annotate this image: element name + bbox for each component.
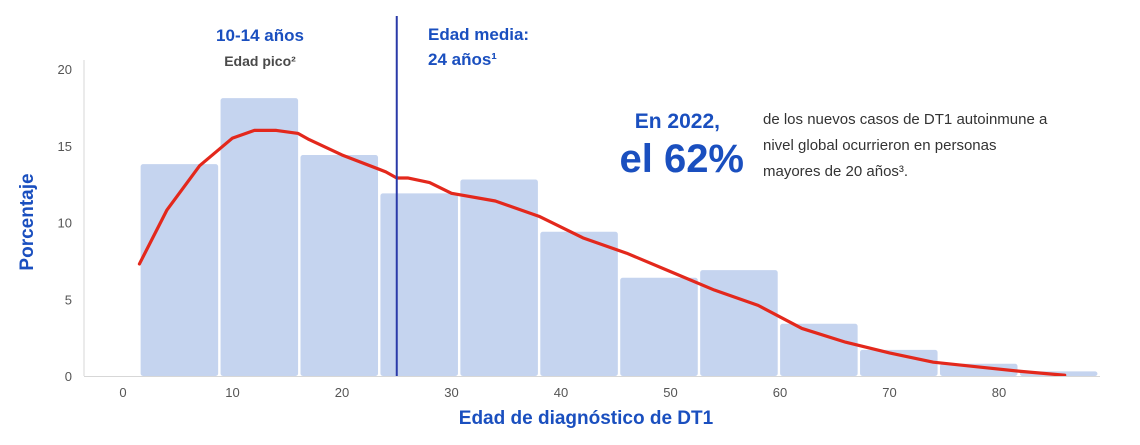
histogram-bar-7 — [620, 277, 698, 376]
histogram-bar-8 — [700, 270, 778, 376]
statement-percent: el 62% — [619, 137, 744, 181]
x-tick-label: 70 — [882, 385, 896, 400]
peak-age-label: Edad pico² — [224, 53, 296, 69]
y-tick-label: 15 — [58, 139, 72, 154]
x-tick-label: 20 — [335, 385, 349, 400]
statement-line-1: de los nuevos casos de DT1 autoinmune a — [763, 111, 1048, 128]
peak-age-range: 10-14 años — [216, 26, 304, 45]
x-tick-label: 50 — [663, 385, 677, 400]
statement-line-2: nivel global ocurrieron en personas — [763, 137, 996, 154]
histogram-bar-2 — [220, 98, 299, 376]
x-tick-label: 60 — [773, 385, 787, 400]
y-tick-label: 10 — [58, 216, 72, 231]
histogram-bar-9 — [780, 323, 858, 376]
histogram-bar-1 — [140, 164, 219, 376]
x-tick-label: 0 — [119, 385, 126, 400]
histogram-bar-4 — [380, 193, 458, 376]
x-tick-label: 40 — [554, 385, 568, 400]
x-axis-ticks: 0 10 20 30 40 50 60 70 80 — [119, 385, 1006, 400]
x-tick-label: 30 — [444, 385, 458, 400]
distribution-curve — [137, 128, 1067, 377]
histogram-bar-11 — [939, 363, 1018, 376]
y-tick-label: 20 — [58, 62, 72, 77]
histogram-bar-5 — [460, 179, 538, 376]
x-axis-title: Edad de diagnóstico de DT1 — [459, 408, 714, 429]
x-tick-label: 10 — [225, 385, 239, 400]
statement-line-3: mayores de 20 años³. — [763, 163, 908, 180]
statement-year: En 2022, — [635, 110, 720, 133]
y-tick-label: 5 — [65, 292, 72, 307]
mean-age-value: 24 años¹ — [428, 50, 497, 69]
x-tick-label: 80 — [992, 385, 1006, 400]
y-tick-label: 0 — [65, 369, 72, 384]
histogram-bars — [140, 98, 1098, 376]
histogram-bar-6 — [540, 231, 618, 376]
mean-age-title: Edad media: — [428, 25, 529, 44]
y-axis-ticks: 0 5 10 15 20 — [58, 62, 72, 384]
y-axis-title: Porcentaje — [17, 173, 38, 270]
histogram-bar-10 — [860, 349, 938, 376]
histogram-bar-3 — [300, 154, 379, 376]
